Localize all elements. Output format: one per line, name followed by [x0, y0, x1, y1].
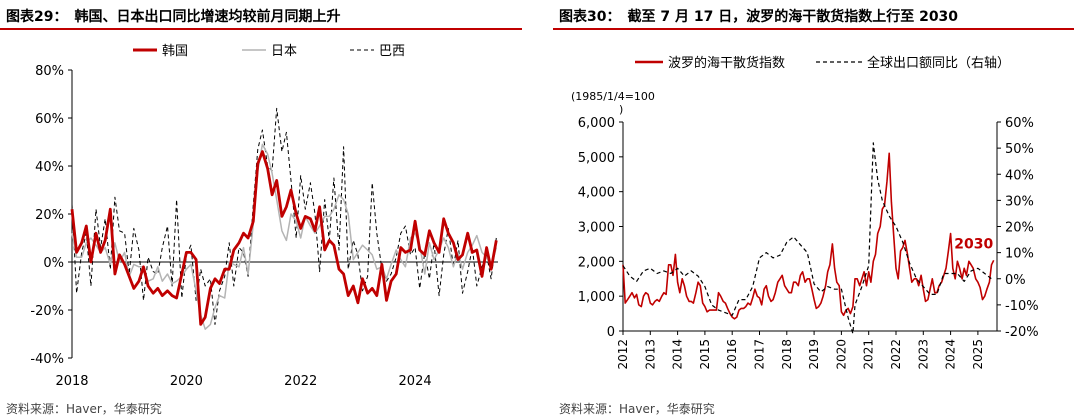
- figure-29-title-rule: [0, 28, 522, 30]
- x-tick-label: 2014: [671, 339, 685, 370]
- x-tick-label: 2020: [170, 374, 203, 389]
- legend-label-2: 巴西: [379, 44, 405, 59]
- y-left-tick-label: 5,000: [578, 151, 615, 166]
- x-tick-label: 2025: [971, 339, 985, 370]
- figure-29-source: 资料来源：Haver，华泰研究: [6, 402, 162, 416]
- y-right-tick-label: 30%: [1005, 194, 1034, 209]
- series-line-export-yoy: [622, 142, 992, 335]
- y-tick-label: -40%: [30, 352, 64, 367]
- x-tick-label: 2018: [780, 339, 794, 370]
- y-right-tick-label: 60%: [1005, 116, 1034, 131]
- x-tick-label: 2022: [889, 339, 903, 370]
- y-tick-label: 60%: [35, 112, 64, 127]
- y-left-tick-label: 6,000: [578, 116, 615, 131]
- y-right-tick-label: 0%: [1005, 273, 1026, 288]
- y-right-tick-label: 10%: [1005, 247, 1034, 262]
- figure-30: 图表30： 截至 7 月 17 日，波罗的海干散货指数上行至 2030 波罗的海…: [553, 0, 1080, 419]
- y-left-tick-label: 0: [607, 325, 615, 340]
- legend-label-1: 日本: [271, 44, 297, 59]
- y-right-tick-label: 20%: [1005, 221, 1034, 236]
- x-tick-label: 2023: [916, 339, 930, 370]
- y-left-tick-label: 4,000: [578, 186, 615, 201]
- y-tick-label: 20%: [35, 208, 64, 223]
- y-tick-label: 40%: [35, 160, 64, 175]
- figure-29-chart: 韩国 日本 巴西 80% 60% 40% 20% 0% -20% -40% 2018 2020 2022…: [30, 44, 498, 389]
- figure-30-title-rule: [553, 28, 1074, 30]
- figure-30-title: 图表30： 截至 7 月 17 日，波罗的海干散货指数上行至 2030: [559, 9, 959, 25]
- y-tick-label: 0%: [43, 256, 64, 271]
- y-left-unit-label-tail: ): [619, 103, 623, 116]
- figure-30-chart: 波罗的海干散货指数 全球出口额同比（右轴） (1985/1/4=100) 6,000 5…: [571, 55, 1039, 370]
- x-tick-label: 2015: [698, 339, 712, 370]
- x-tick-label: 2013: [643, 339, 657, 370]
- series-line-2: [71, 107, 497, 325]
- x-tick-label: 2020: [834, 339, 848, 370]
- x-tick-label: 2018: [55, 374, 88, 389]
- series-line-0: [70, 150, 498, 326]
- x-tick-label: 2019: [807, 339, 821, 370]
- annotation-2030: 2030: [954, 236, 993, 252]
- x-tick-label: 2017: [752, 339, 766, 370]
- x-tick-label: 2022: [284, 374, 317, 389]
- series-line-bdi: [622, 152, 995, 320]
- figure-30-source: 资料来源：Haver，华泰研究: [559, 402, 715, 416]
- y-right-tick-label: 50%: [1005, 142, 1034, 157]
- x-tick-label: 2012: [616, 339, 630, 370]
- x-tick-label: 2024: [944, 339, 958, 370]
- y-right-tick-label: -10%: [1005, 299, 1039, 314]
- y-right-tick-label: -20%: [1005, 325, 1039, 340]
- y-tick-label: 80%: [35, 64, 64, 79]
- figure-29: 图表29： 韩国、日本出口同比增速均较前月同期上升 韩国 日本 巴西 80% 60% 40…: [0, 0, 528, 419]
- y-left-unit-label: (1985/1/4=100: [571, 90, 655, 103]
- y-left-tick-label: 2,000: [578, 255, 615, 270]
- legend-label-0: 波罗的海干散货指数: [668, 55, 785, 71]
- x-tick-label: 2021: [862, 339, 876, 370]
- legend-label-1: 全球出口额同比（右轴）: [867, 55, 1010, 71]
- x-tick-label: 2016: [725, 339, 739, 370]
- y-right-tick-label: 40%: [1005, 168, 1034, 183]
- figure-29-title: 图表29： 韩国、日本出口同比增速均较前月同期上升: [6, 9, 341, 25]
- y-tick-label: -20%: [30, 304, 64, 319]
- legend-label-0: 韩国: [162, 44, 188, 59]
- x-tick-label: 2024: [399, 374, 432, 389]
- y-left-tick-label: 3,000: [578, 221, 615, 236]
- y-left-tick-label: 1,000: [578, 290, 615, 305]
